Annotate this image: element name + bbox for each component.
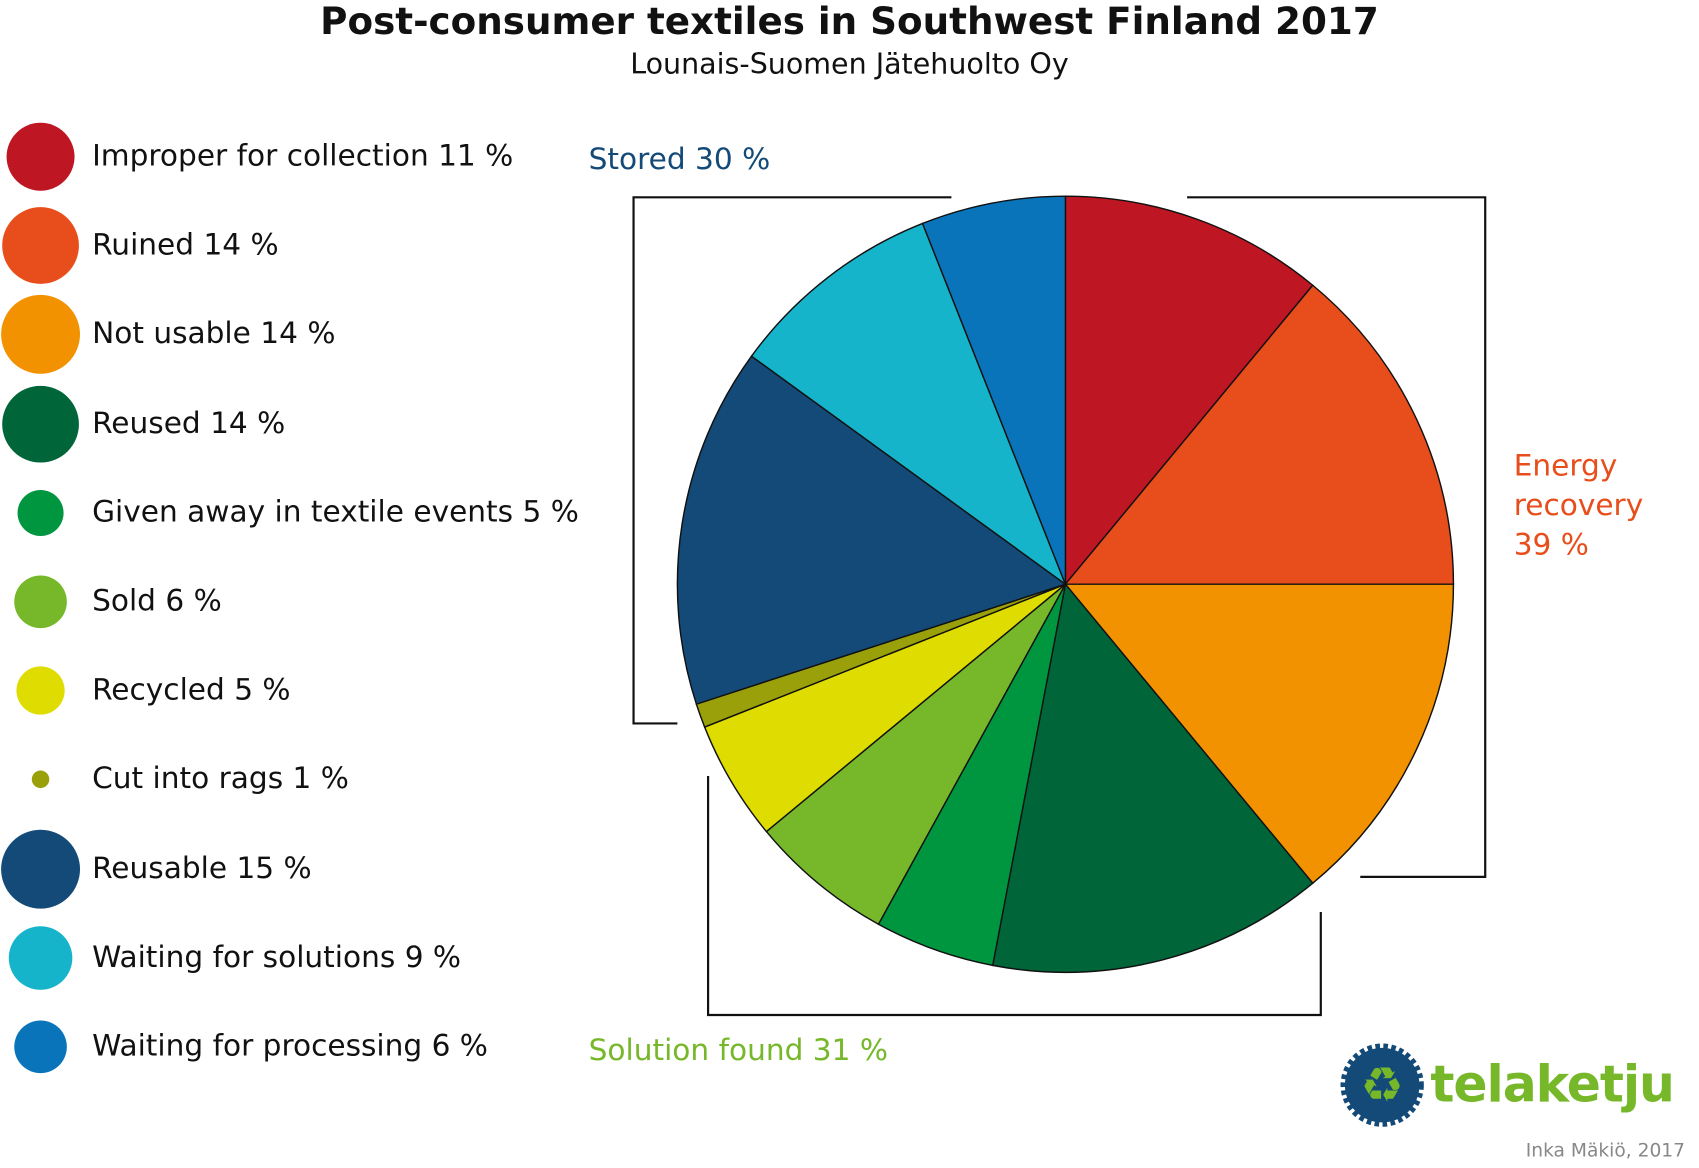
legend-swatch [2, 385, 79, 463]
pie-slice-improper-for-collection [1064, 195, 1314, 587]
legend-label: Improper for collection 11 % [92, 139, 514, 174]
legend-swatch [8, 925, 73, 990]
legend-label: Sold 6 % [92, 584, 222, 619]
legend-label: Ruined 14 % [92, 228, 279, 263]
legend-swatch [2, 207, 79, 285]
legend-label: Reusable 15 % [92, 851, 312, 886]
group-label-solution: Solution found 31 % [588, 1033, 888, 1068]
legend-swatch [1, 829, 81, 909]
legend-label: Cut into rags 1 % [92, 762, 349, 797]
legend-label: Reused 14 % [92, 406, 286, 441]
legend-label: Not usable 14 % [92, 317, 336, 352]
pie-slice-reused [991, 582, 1314, 973]
energy-line-3: 39 % [1513, 528, 1589, 563]
pie-slice-not-usable [1063, 583, 1455, 885]
pie-slice-waiting-for-solutions [750, 222, 1067, 587]
chart-title: Post-consumer textiles in Southwest Finl… [320, 0, 1379, 44]
group-label-stored: Stored 30 % [588, 142, 771, 177]
energy-line-2: recovery [1513, 488, 1644, 523]
legend-label: Waiting for processing 6 % [92, 1029, 488, 1064]
chart-subtitle: Lounais-Suomen Jätehuolto Oy [630, 48, 1069, 82]
bracket-stored [632, 196, 952, 725]
legend-label: Waiting for solutions 9 % [92, 940, 462, 975]
legend-swatch [31, 770, 50, 789]
legend-label: Given away in textile events 5 % [92, 495, 579, 530]
pie-slice-reusable [676, 355, 1067, 706]
pie-slice-sold [765, 583, 1067, 926]
credit: Inka Mäkiö, 2017 [1525, 1139, 1686, 1162]
energy-line-1: Energy [1513, 449, 1618, 484]
bracket-energy [1187, 196, 1487, 878]
pie-slice-ruined [1063, 284, 1455, 585]
svg-text:♻: ♻ [1361, 1058, 1404, 1114]
bracket-solution [706, 776, 1322, 1017]
legend-swatch [16, 666, 65, 715]
logo-text: telaketju [1430, 1054, 1674, 1114]
legend-label: Recycled 5 % [92, 673, 291, 708]
legend-swatch [14, 575, 67, 629]
legend-swatch [14, 1020, 67, 1074]
legend-swatch [6, 122, 75, 191]
telaketju-logo-icon: ♻ [1340, 1043, 1424, 1127]
legend-swatch [17, 489, 64, 536]
group-label-energy: Energy recovery 39 % [1514, 447, 1644, 565]
pie-slice-waiting-for-processing [921, 195, 1067, 585]
legend-swatch [1, 295, 81, 375]
